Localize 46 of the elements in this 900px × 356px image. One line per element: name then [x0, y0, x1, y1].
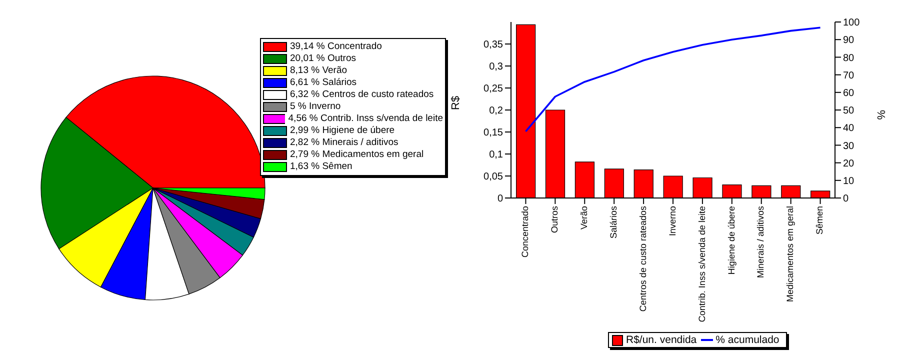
x-tick-label: Higiene de úbere	[726, 206, 736, 275]
y-tick-label: 0,2	[489, 106, 504, 117]
x-tick-label: Inverno	[667, 206, 678, 236]
x-tick-label: Minerais / aditivos	[756, 206, 766, 278]
y-axis-title: R$	[450, 96, 462, 110]
x-tick-label: Medicamentos em geral	[785, 206, 796, 302]
x-tick-label: Salários	[608, 206, 618, 239]
y-tick-label: 0,05	[484, 172, 504, 183]
legend-label: 1,63 % Sêmen	[290, 161, 352, 172]
y2-tick-label: 40	[843, 123, 855, 134]
line-series	[524, 26, 822, 132]
legend-label: 6,61 % Salários	[290, 77, 357, 88]
x-tick-label: Outros	[550, 206, 560, 234]
legend-label: 2,99 % Higiene de úbere	[290, 125, 395, 136]
y2-tick-label: 50	[843, 106, 855, 117]
x-tick-label: Concentrado	[520, 206, 530, 258]
y2-tick-label: 100	[843, 18, 860, 29]
legend-label: 6,32 % Centros de custo rateados	[290, 89, 434, 100]
x-tick-label: Contrib. Inss s/venda de leite	[696, 206, 707, 322]
y-tick-label: 0,15	[484, 128, 504, 139]
legend-label: 2,82 % Minerais / aditivos	[290, 137, 398, 148]
y-tick-label: 0,3	[489, 62, 504, 73]
y2-tick-label: 60	[843, 88, 855, 99]
y2-tick-label: 30	[843, 140, 855, 152]
y2-tick-label: 0	[843, 194, 849, 205]
y-tick-label: 0	[497, 194, 504, 205]
legend-label: 39,14 % Concentrado	[290, 41, 382, 52]
legend-label: R$/un. vendida	[626, 334, 697, 346]
legend-label: 20,01 % Outros	[290, 53, 356, 64]
y-tick-label: 0,1	[489, 150, 504, 161]
y2-tick-label: 90	[843, 35, 855, 46]
legend-label: 8,13 % Verão	[290, 65, 348, 76]
y-tick-label: 0,35	[484, 40, 504, 51]
legend-label: 2,79 % Medicamentos em geral	[290, 149, 424, 160]
legend-label: % acumulado	[716, 334, 780, 346]
x-tick-label: Centros de custo rateados	[638, 206, 648, 312]
y2-tick-label: 80	[843, 52, 855, 64]
legend-label: 4,56 % Contrib. Inss s/venda de leite	[288, 113, 443, 124]
x-tick-label: Verão	[579, 206, 590, 230]
legend-label: 5 % Inverno	[290, 101, 341, 112]
y2-axis-title: %	[876, 110, 888, 120]
x-tick-label: Sêmen	[814, 206, 825, 235]
y2-tick-label: 70	[843, 70, 855, 82]
y-tick-label: 0,25	[484, 84, 504, 95]
y2-tick-label: 10	[843, 176, 855, 187]
y2-tick-label: 20	[843, 158, 855, 170]
